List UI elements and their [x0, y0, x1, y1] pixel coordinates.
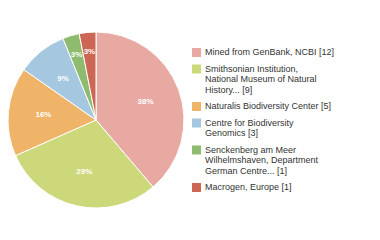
data-label: 16%: [35, 110, 51, 119]
legend-item: Centre for BiodiversityGenomics [3]: [192, 118, 294, 139]
legend-label: Mined from GenBank, NCBI [12]: [205, 47, 334, 57]
chart: 38% 29% 16% 9% 3%3% Mined from GenBank, NCBI …: [0, 0, 380, 240]
legend-item: Smithsonian Institution,National Museum …: [192, 64, 317, 95]
legend-swatch: [192, 48, 201, 57]
legend-label-line: Wilhelmshaven, Department: [205, 155, 319, 165]
legend-label: Smithsonian Institution,National Museum …: [205, 64, 317, 95]
legend-label-line: Smithsonian Institution,: [205, 64, 298, 74]
legend-swatch: [192, 183, 201, 192]
legend-swatch: [192, 146, 201, 155]
legend-label: Naturalis Biodiversity Center [5]: [205, 101, 331, 111]
legend-label-line: History... [9]: [205, 85, 252, 95]
legend-label-line: National Museum of Natural: [205, 74, 317, 84]
legend-swatch: [192, 119, 201, 128]
legend-swatch: [192, 65, 201, 74]
legend-label-line: Genomics [3]: [205, 128, 258, 138]
legend-label-line: Naturalis Biodiversity Center [5]: [205, 101, 331, 111]
legend-item: Macrogen, Europe [1]: [192, 182, 292, 192]
pie: [8, 32, 184, 208]
legend-label: Centre for BiodiversityGenomics [3]: [205, 118, 294, 139]
legend-label-line: Macrogen, Europe [1]: [205, 182, 292, 192]
data-label: 38%: [138, 97, 154, 106]
legend-item: Naturalis Biodiversity Center [5]: [192, 101, 331, 111]
data-label: 29%: [76, 167, 92, 176]
pie-slice: [79, 32, 96, 120]
legend: Mined from GenBank, NCBI [12] Smithsonian…: [192, 47, 334, 192]
data-label: 9%: [57, 74, 69, 83]
legend-label-line: German Centre... [1]: [205, 166, 287, 176]
legend-swatch: [192, 102, 201, 111]
data-label: 3%: [71, 50, 83, 59]
data-labels: 38% 29% 16% 9% 3%3%: [35, 47, 153, 176]
legend-label-line: Centre for Biodiversity: [205, 118, 294, 128]
legend-item: Senckenberg am MeerWilhelmshaven, Depart…: [192, 145, 319, 176]
legend-label-line: Mined from GenBank, NCBI [12]: [205, 47, 334, 57]
legend-item: Mined from GenBank, NCBI [12]: [192, 47, 334, 57]
data-label: 3%: [84, 47, 96, 56]
legend-label: Macrogen, Europe [1]: [205, 182, 292, 192]
legend-label: Senckenberg am MeerWilhelmshaven, Depart…: [205, 145, 319, 176]
legend-label-line: Senckenberg am Meer: [205, 145, 296, 155]
